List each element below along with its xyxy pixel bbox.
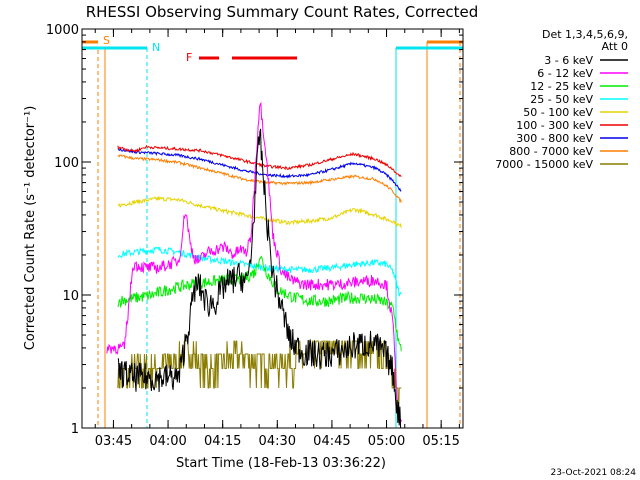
series-line-7 bbox=[117, 147, 402, 192]
x-tick-label: 05:00 bbox=[368, 434, 405, 449]
legend-header-line: Det 1,3,4,5,6,9, bbox=[542, 28, 628, 41]
legend-header-line: Att 0 bbox=[602, 40, 628, 53]
observing-markers: S N F bbox=[82, 34, 463, 428]
series-line-5 bbox=[117, 195, 402, 228]
series-layer bbox=[106, 101, 403, 429]
x-axis: 03:45 04:00 04:15 04:30 04:45 05:00 05:15 bbox=[95, 29, 460, 449]
x-tick-label: 04:15 bbox=[204, 434, 241, 449]
x-tick-label: 04:30 bbox=[259, 434, 296, 449]
legend-label: 300 - 800 keV bbox=[516, 132, 593, 145]
y-tick-label: 100 bbox=[54, 156, 79, 171]
marker-label-n: N bbox=[152, 41, 160, 54]
marker-label-s: S bbox=[103, 34, 110, 47]
legend-label: 50 - 100 keV bbox=[523, 106, 593, 119]
series-line-1 bbox=[117, 128, 402, 429]
y-tick-label: 10 bbox=[62, 289, 79, 304]
series-line-6 bbox=[117, 144, 402, 178]
legend-label: 100 - 300 keV bbox=[516, 119, 593, 132]
y-tick-label: 1000 bbox=[46, 23, 79, 38]
plot-frame bbox=[81, 28, 464, 429]
x-tick-label: 04:45 bbox=[313, 434, 350, 449]
y-axis-label: Corrected Count Rate (s⁻¹ detector⁻¹) bbox=[23, 106, 38, 351]
x-tick-label: 05:15 bbox=[422, 434, 459, 449]
series-line-2 bbox=[106, 101, 403, 425]
legend-label: 800 - 7000 keV bbox=[509, 145, 593, 158]
date-stamp: 23-Oct-2021 08:24 bbox=[551, 468, 637, 478]
series-line-3 bbox=[117, 255, 402, 352]
y-axis: 1 10 100 1000 bbox=[46, 23, 463, 437]
legend-label: 12 - 25 keV bbox=[530, 80, 593, 93]
y-tick-label: 1 bbox=[71, 422, 79, 437]
legend-label: 3 - 6 keV bbox=[544, 54, 593, 67]
x-tick-label: 03:45 bbox=[95, 434, 132, 449]
series-line-9 bbox=[117, 340, 402, 423]
x-tick-label: 04:00 bbox=[149, 434, 186, 449]
legend-label: 25 - 50 keV bbox=[530, 93, 593, 106]
series-line-4 bbox=[117, 246, 402, 297]
marker-label-f: F bbox=[186, 51, 192, 64]
chart-title: RHESSI Observing Summary Count Rates, Co… bbox=[86, 3, 479, 21]
legend-label: 7000 - 15000 keV bbox=[495, 158, 593, 171]
legend-label: 6 - 12 keV bbox=[537, 67, 593, 80]
series-line-8 bbox=[117, 154, 402, 203]
x-axis-label: Start Time (18-Feb-13 03:36:22) bbox=[176, 456, 386, 471]
